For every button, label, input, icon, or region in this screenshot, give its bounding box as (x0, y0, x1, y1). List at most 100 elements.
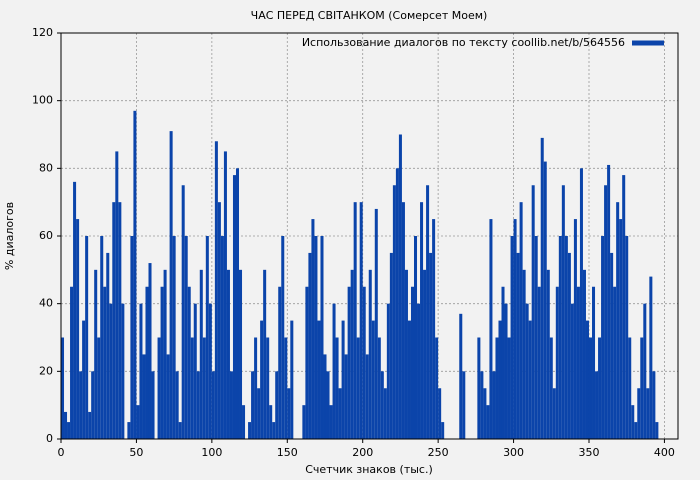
bar (528, 320, 532, 439)
bar (64, 411, 68, 439)
bar (420, 202, 424, 439)
bar (417, 303, 421, 439)
bar (88, 411, 92, 439)
bar (640, 337, 644, 439)
bar (76, 219, 80, 439)
bar (540, 137, 544, 439)
bar (498, 320, 502, 439)
bar (260, 320, 264, 439)
bar (389, 252, 393, 439)
bar (272, 422, 276, 439)
bar (507, 337, 511, 439)
bar (395, 168, 399, 440)
bar (220, 236, 224, 439)
bar (254, 337, 258, 439)
x-tick-label: 350 (578, 446, 599, 459)
bar (631, 405, 635, 439)
bar (269, 405, 273, 439)
x-tick-label: 300 (503, 446, 524, 459)
bar (598, 337, 602, 439)
chart-title: ЧАС ПЕРЕД СВІТАНКОМ (Сомерсет Моем) (251, 9, 488, 22)
bar (178, 422, 182, 439)
bar (652, 371, 656, 439)
bar (311, 219, 315, 439)
bar (214, 141, 218, 439)
bar (239, 269, 243, 439)
bar (377, 337, 381, 439)
bar (160, 286, 164, 439)
bar (486, 405, 490, 439)
bar (426, 185, 430, 439)
bar (459, 313, 463, 439)
bar (362, 286, 366, 439)
bar (567, 252, 571, 439)
bar (401, 202, 405, 439)
bar (625, 236, 629, 439)
x-tick-label: 400 (654, 446, 675, 459)
bar (163, 269, 167, 439)
bar (308, 252, 312, 439)
bar (555, 286, 559, 439)
bar (643, 303, 647, 439)
legend-swatch (632, 40, 664, 46)
bar (525, 303, 529, 439)
bar (386, 303, 390, 439)
bar (414, 236, 418, 439)
bar (199, 269, 203, 439)
bar (516, 252, 520, 439)
x-tick-label: 0 (58, 446, 65, 459)
bar (112, 202, 116, 439)
bar (148, 263, 152, 439)
bar (347, 286, 351, 439)
bar (649, 276, 653, 439)
bar (607, 164, 611, 439)
bar (235, 168, 240, 440)
bar (365, 354, 369, 439)
bar (169, 131, 173, 439)
bar (139, 303, 143, 439)
bar (392, 185, 396, 439)
y-tick-label: 40 (39, 297, 53, 310)
x-tick-label: 150 (277, 446, 298, 459)
bar (429, 252, 433, 439)
bar (281, 236, 285, 439)
bar (341, 320, 345, 439)
bar (483, 388, 487, 439)
bar (519, 202, 523, 439)
bar (423, 269, 427, 439)
bar (217, 202, 221, 439)
bar (100, 236, 104, 439)
bar (145, 286, 149, 439)
bar (582, 269, 586, 439)
bar (637, 388, 641, 439)
bar (655, 422, 659, 439)
bar (248, 422, 252, 439)
bar (356, 337, 360, 439)
bar (610, 252, 614, 439)
bar (67, 422, 71, 439)
bar (350, 269, 354, 439)
bar (251, 371, 255, 439)
bar (619, 219, 623, 439)
bar (190, 337, 194, 439)
bar (561, 185, 565, 439)
bar (257, 388, 261, 439)
bar (61, 337, 65, 439)
bar (73, 181, 77, 439)
bar (585, 320, 589, 439)
bar (513, 219, 517, 439)
bar (196, 371, 200, 439)
bar (187, 286, 191, 439)
bar (441, 422, 445, 439)
bar (534, 236, 538, 439)
bar (317, 320, 321, 439)
bar (326, 371, 330, 439)
legend-label: Использование диалогов по тексту coollib… (302, 36, 625, 49)
bar (344, 354, 348, 439)
x-tick-label: 200 (352, 446, 373, 459)
bar (480, 371, 484, 439)
bar (531, 185, 535, 439)
bar (242, 405, 246, 439)
y-tick-label: 20 (39, 364, 53, 377)
bar (634, 422, 638, 439)
